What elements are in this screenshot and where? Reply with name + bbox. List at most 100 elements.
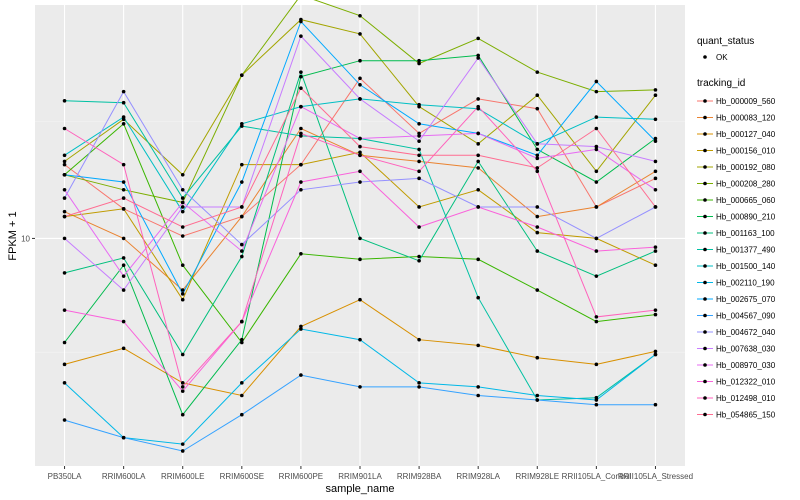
data-point	[535, 393, 540, 398]
legend-label: Hb_000890_210	[716, 213, 776, 222]
legend-label: Hb_008970_030	[716, 361, 776, 370]
data-point	[535, 166, 540, 170]
data-point	[240, 180, 244, 184]
data-point	[240, 242, 244, 247]
data-point	[180, 297, 185, 302]
data-point	[476, 166, 480, 170]
data-point	[62, 153, 67, 158]
data-point	[62, 159, 67, 164]
data-point	[594, 147, 599, 152]
data-point	[62, 271, 67, 275]
data-point	[535, 205, 540, 209]
data-point	[180, 263, 185, 267]
data-point	[121, 89, 126, 94]
data-point	[476, 257, 480, 262]
legend-key-point	[703, 363, 707, 367]
data-point	[121, 288, 126, 292]
data-point	[476, 53, 480, 58]
data-point	[594, 144, 599, 149]
data-point	[358, 58, 362, 63]
legend-status-entries: OK	[703, 53, 728, 62]
x-tick-label: RRIM928LA	[456, 472, 500, 481]
legend-label: Hb_004672_040	[716, 328, 776, 337]
legend-key-point	[703, 132, 707, 136]
data-point	[417, 225, 421, 229]
data-point	[653, 117, 658, 122]
data-point	[299, 34, 303, 38]
data-point	[417, 147, 421, 152]
data-point	[476, 159, 480, 164]
legend-key-point	[703, 148, 707, 153]
x-tick-label: RRIM600PE	[279, 472, 323, 481]
data-point	[535, 169, 540, 174]
data-point	[417, 131, 421, 136]
x-tick-label: RRIM901LA	[338, 472, 382, 481]
data-point	[121, 207, 126, 211]
legend-label: Hb_004567_090	[716, 312, 776, 321]
data-point	[121, 435, 126, 440]
legend-label: Hb_002110_190	[716, 279, 775, 288]
data-point	[240, 319, 244, 324]
data-point	[121, 319, 126, 324]
legend-label: Hb_000156_010	[716, 147, 776, 156]
data-point	[417, 139, 421, 143]
data-point	[299, 187, 303, 192]
data-point	[240, 340, 244, 345]
data-point	[417, 205, 421, 209]
data-point	[240, 122, 244, 126]
data-point	[653, 205, 658, 209]
data-point	[358, 169, 362, 174]
data-point	[594, 362, 599, 367]
data-point	[62, 187, 67, 192]
data-point	[653, 159, 658, 164]
data-point	[594, 402, 599, 407]
data-point	[476, 104, 480, 109]
legend-key-point	[703, 379, 707, 384]
data-point	[180, 172, 185, 177]
data-point	[62, 340, 67, 345]
data-point	[653, 139, 658, 143]
legend-label: Hb_001377_490	[716, 246, 776, 255]
data-point	[653, 88, 658, 92]
data-point	[653, 263, 658, 267]
data-point	[121, 256, 126, 260]
data-point	[476, 97, 480, 101]
data-point	[180, 225, 185, 229]
legend-label: Hb_000665_060	[716, 196, 776, 205]
data-point	[594, 180, 599, 184]
data-point	[535, 106, 540, 111]
data-point	[594, 319, 599, 324]
data-point	[299, 134, 303, 138]
x-tick-label: RRIM600LA	[102, 472, 146, 481]
legend-label: Hb_000192_080	[716, 163, 776, 172]
data-point	[417, 337, 421, 342]
data-point	[476, 205, 480, 209]
data-point	[653, 245, 658, 249]
legend-key-point	[703, 396, 707, 400]
data-point	[121, 236, 126, 241]
data-point	[358, 385, 362, 389]
legend-label: Hb_000009_560	[716, 97, 776, 106]
data-point	[180, 449, 185, 453]
x-axis-ticks: PB350LA RRIM600LA RRIM600LE RRIM600SE RRIM60…	[48, 466, 693, 481]
legend-label: Hb_001163_100	[716, 229, 775, 238]
y-axis-title: FPKM + 1	[7, 211, 19, 260]
data-point	[180, 200, 185, 205]
data-point	[417, 381, 421, 385]
data-point	[417, 159, 421, 164]
data-point	[535, 70, 540, 74]
data-point	[121, 263, 126, 267]
data-point	[121, 115, 126, 119]
data-point	[653, 308, 658, 312]
data-point	[594, 169, 599, 174]
legend-key-point	[703, 99, 707, 103]
data-point	[299, 19, 303, 24]
data-point	[417, 254, 421, 259]
x-tick-label: RRIM928LE	[515, 472, 559, 481]
legend-entries: Hb_000009_560 Hb_000083_120 Hb_000127_040 H…	[697, 97, 776, 420]
legend-label: Hb_000083_120	[716, 114, 776, 123]
data-point	[476, 36, 480, 41]
legend-label: Hb_001500_140	[716, 262, 776, 271]
data-point	[62, 172, 67, 177]
data-point	[121, 122, 126, 126]
